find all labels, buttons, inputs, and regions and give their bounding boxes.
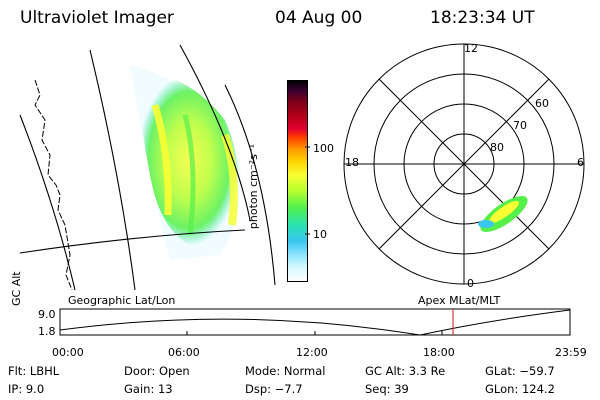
xtick-0600: 06:00: [168, 346, 200, 359]
info-gcalt: GC Alt: 3.3 Re: [365, 364, 446, 378]
altitude-curve: [59, 309, 571, 336]
meridian-line: [179, 44, 251, 221]
polar-plot: [343, 43, 585, 285]
info-flt: Flt: LBHL: [8, 364, 60, 378]
meridian-line: [89, 49, 136, 291]
colorbar-tick-10: 10: [313, 228, 327, 241]
mlt-label-18: 18: [345, 156, 359, 169]
altitude-ytick-bottom: 1.8: [38, 325, 56, 338]
info-seq: Seq: 39: [365, 382, 409, 396]
coastline: [34, 79, 73, 291]
info-dsp: Dsp: −7.7: [245, 382, 303, 396]
xtick-2359: 23:59: [555, 346, 587, 359]
mlt-label-6: 6: [577, 156, 584, 169]
colorbar-tick-100: 100: [313, 142, 334, 155]
altitude-ytick-top: 9.0: [38, 308, 56, 321]
time-label: 18:23:34 UT: [430, 8, 535, 28]
mlt-label-12: 12: [464, 42, 478, 55]
aurora-emission: [138, 74, 240, 246]
mlt-label-0: 0: [467, 277, 474, 290]
colorbar-unit-label: photon cm⁻²s⁻¹: [247, 143, 261, 230]
meridian-line: [224, 84, 276, 286]
instrument-title: Ultraviolet Imager: [20, 8, 174, 28]
xtick-1200: 12:00: [296, 346, 328, 359]
info-door: Door: Open: [124, 364, 190, 378]
aurora-band: [182, 114, 196, 236]
geographic-label: Geographic Lat/Lon: [68, 294, 176, 307]
axis-diag-2: [378, 78, 550, 250]
altitude-plot: [59, 308, 571, 336]
info-glat: GLat: −59.7: [485, 364, 555, 378]
colorbar-ticks: [305, 146, 310, 235]
colorbar: [287, 80, 308, 282]
xtick-1800: 18:00: [423, 346, 455, 359]
geographic-image-panel: [19, 44, 276, 291]
xtick-0000: 00:00: [52, 346, 84, 359]
date-label: 04 Aug 00: [275, 8, 363, 28]
meridian-line: [19, 114, 76, 291]
parallel-line: [19, 229, 246, 254]
info-mode: Mode: Normal: [245, 364, 326, 378]
altitude-ylabel: GC Alt: [10, 271, 23, 306]
mlat-label-80: 80: [490, 141, 504, 154]
info-gain: Gain: 13: [124, 382, 173, 396]
aurora-bright-arc-2: [221, 133, 238, 226]
mlat-label-60: 60: [535, 97, 549, 110]
mlat-label-70: 70: [513, 119, 527, 132]
apex-label: Apex MLat/MLT: [418, 294, 501, 307]
info-ip: IP: 9.0: [8, 382, 45, 396]
aurora-bright-arc: [151, 103, 172, 216]
info-glon: GLon: 124.2: [485, 382, 555, 396]
